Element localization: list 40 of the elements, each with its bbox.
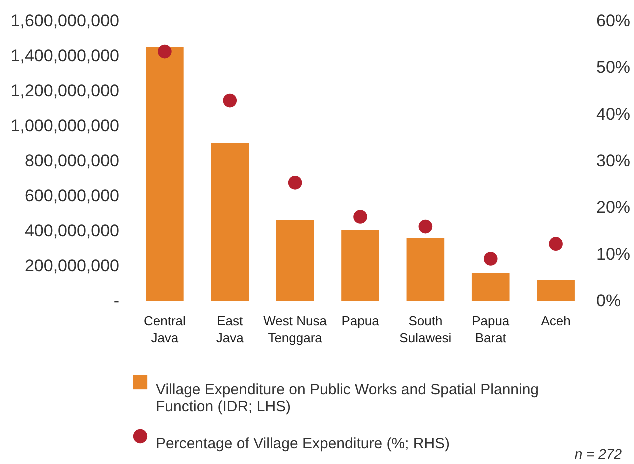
x-tick-label: Central Java [144,314,186,346]
x-tick-label: Papua [342,314,380,328]
point [223,94,238,108]
y-tick-label: 1,600,000,000 [10,12,120,30]
bar [211,144,250,301]
legend-label: Village Expenditure on Public Works and Spatial Planning Function (IDR; LHS) [156,382,540,416]
y2-tick-label: 30% [596,152,631,170]
y2-tick-label: 20% [596,198,631,218]
point [288,176,302,190]
bar [472,273,510,301]
y-tick-label: 200,000,000 [24,256,120,276]
legend-label: Percentage of Village Expenditure (%; RHS) [156,436,450,452]
point [549,237,563,251]
bar [276,220,314,301]
y-tick-label: 800,000,000 [24,152,120,170]
y-tick-label: - [114,292,120,310]
y2-tick-label: 0% [596,292,622,310]
y-tick-label: 600,000,000 [24,186,120,206]
y-tick-label: 400,000,000 [24,222,120,240]
point [484,252,498,266]
x-tick-label: Aceh [541,314,571,328]
point [354,210,368,224]
x-tick-label: West Nusa Tenggara [264,314,328,346]
bar [537,280,575,301]
x-tick-label: Papua Barat [472,314,510,346]
y2-tick-label: 10% [596,244,631,264]
bar [406,238,445,301]
text: n = 272 [574,446,622,462]
y2-tick-label: 40% [596,104,631,124]
bar [146,47,184,301]
point [418,220,433,234]
x-tick-label: East Java [216,314,245,346]
y2-tick-label: 50% [596,58,631,78]
bar [342,230,380,301]
y-tick-label: 1,000,000,000 [10,116,120,136]
y2-tick-label: 60% [596,12,631,30]
point [158,44,172,59]
x-tick-label: South Sulawesi [400,314,452,346]
y-tick-label: 1,200,000,000 [10,82,120,100]
y-tick-label: 1,400,000,000 [10,46,120,66]
